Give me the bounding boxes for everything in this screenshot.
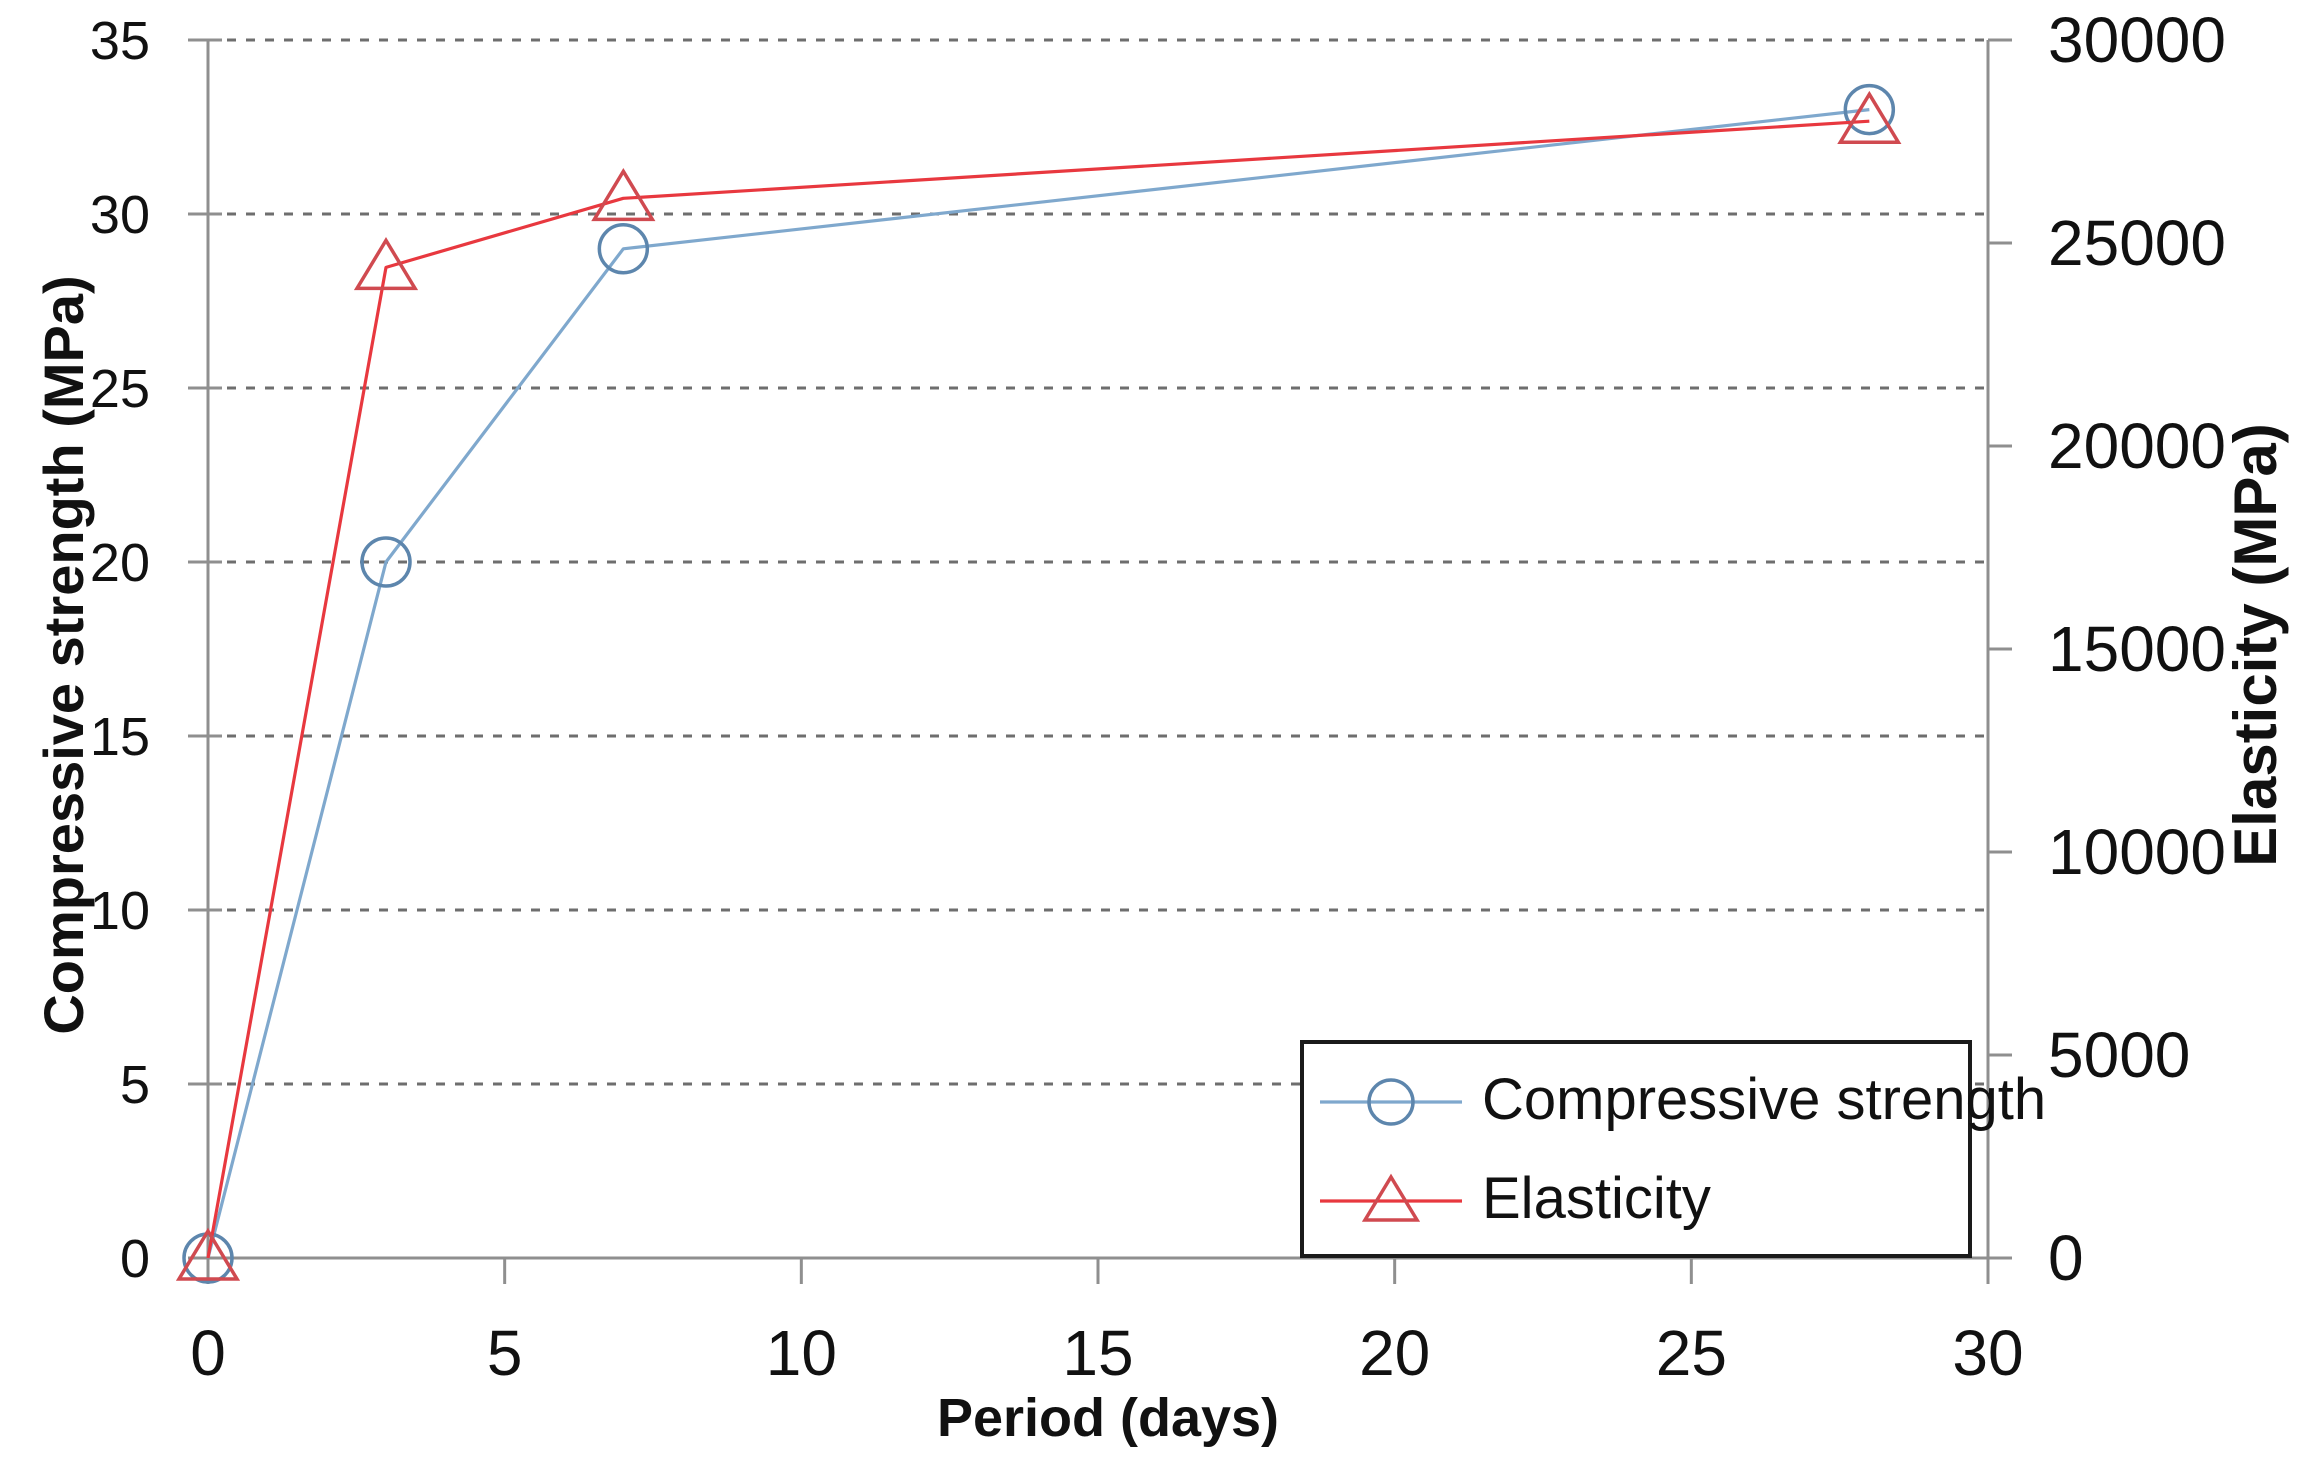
left-axis-title: Compressive strength (MPa): [32, 275, 95, 1035]
x-axis-tick-label: 30: [1952, 1317, 2023, 1389]
left-axis-tick-label: 5: [120, 1055, 150, 1115]
data-point-circle: [597, 223, 650, 275]
left-axis-tick-label: 25: [90, 359, 150, 419]
right-axis-tick-label: 0: [2048, 1222, 2084, 1294]
legend-item-elasticity: Elasticity: [1316, 1149, 1968, 1248]
legend-marker-circle-icon: [1316, 1064, 1466, 1136]
x-axis-tick-label: 15: [1062, 1317, 1133, 1389]
data-point-triangle: [1837, 90, 1902, 144]
left-axis-tick-label: 10: [90, 881, 150, 941]
right-axis-tick-label: 5000: [2048, 1019, 2190, 1091]
right-axis-tick-label: 25000: [2048, 207, 2226, 279]
left-axis-tick-label: 35: [90, 11, 150, 71]
x-axis-tick-label: 0: [190, 1317, 226, 1389]
x-axis-tick-label: 20: [1359, 1317, 1430, 1389]
left-axis-tick-label: 20: [90, 533, 150, 593]
data-point-circle: [1843, 83, 1896, 136]
legend-icon-svg: [1320, 1077, 1462, 1126]
series-line-elasticity: [206, 119, 1870, 1259]
data-point-triangle: [353, 236, 419, 291]
legend-box: Compressive strength Elasticity: [1300, 1040, 2046, 1258]
right-axis-tick-label: 10000: [2048, 816, 2226, 888]
legend-label: Elasticity: [1482, 1166, 1711, 1231]
data-point-triangle: [175, 1227, 241, 1281]
data-point-circle: [360, 536, 412, 588]
series-line-compressive-strength: [206, 108, 1870, 1259]
legend-label: Compressive strength: [1482, 1067, 2047, 1132]
x-axis-tick-label: 5: [487, 1317, 523, 1389]
left-axis-tick-label: 15: [90, 707, 150, 767]
right-axis-tick-label: 20000: [2048, 410, 2226, 482]
legend-marker-triangle-icon: [1316, 1163, 1466, 1235]
x-axis-title: Period (days): [936, 1388, 1280, 1448]
right-axis-title: Elasticity (MPa): [2222, 423, 2289, 867]
legend-icon-svg: [1320, 1173, 1462, 1222]
right-axis-tick-label: 15000: [2048, 613, 2226, 685]
left-axis-tick-label: 30: [90, 185, 150, 245]
left-axis-tick-label: 0: [120, 1229, 150, 1289]
legend-item-compressive-strength: Compressive strength: [1316, 1050, 2046, 1149]
right-axis-tick-label: 30000: [2048, 4, 2226, 76]
data-point-triangle: [591, 167, 656, 222]
x-axis-tick-label: 25: [1656, 1317, 1727, 1389]
x-axis-tick-label: 10: [766, 1317, 837, 1389]
